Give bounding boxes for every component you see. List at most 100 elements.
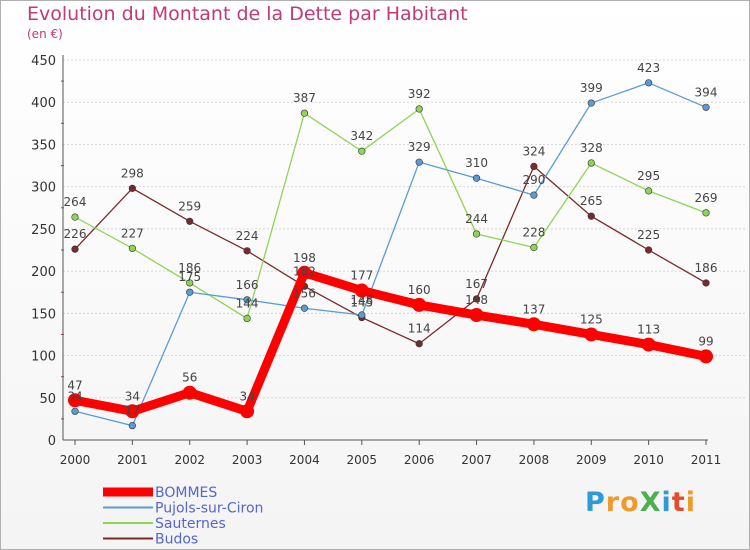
data-label: 290 xyxy=(522,173,545,187)
data-point xyxy=(68,393,82,408)
data-point xyxy=(71,407,79,415)
data-label: 228 xyxy=(522,225,545,239)
series-pujols-sur-ciron xyxy=(71,79,710,430)
data-label: 225 xyxy=(637,228,660,242)
data-label: 387 xyxy=(293,91,316,105)
data-point xyxy=(186,217,194,225)
data-point xyxy=(297,265,312,280)
data-label: 34 xyxy=(67,389,82,403)
x-tick-label: 2009 xyxy=(576,453,607,467)
data-label: 113 xyxy=(637,323,660,337)
data-point xyxy=(182,385,197,400)
x-tick-label: 2007 xyxy=(461,453,492,467)
data-point xyxy=(699,349,713,364)
data-point xyxy=(358,147,366,155)
data-point xyxy=(472,174,481,182)
x-tick-label: 2003 xyxy=(232,453,263,467)
y-tick-label: 400 xyxy=(31,96,56,111)
data-label: 259 xyxy=(178,199,201,213)
series-line xyxy=(70,268,711,416)
data-point xyxy=(125,404,140,419)
data-label: 392 xyxy=(408,87,431,101)
data-label: 144 xyxy=(236,296,259,310)
data-label: 137 xyxy=(522,302,545,316)
data-point xyxy=(530,162,538,170)
data-label: 269 xyxy=(695,191,718,205)
data-label: 329 xyxy=(408,140,431,154)
y-tick-label: 250 xyxy=(31,223,56,238)
data-label: 47 xyxy=(67,378,82,392)
data-point xyxy=(128,184,136,192)
data-label: 186 xyxy=(695,261,718,275)
logo-letter: P xyxy=(585,487,606,518)
data-point xyxy=(186,288,194,296)
proxiti-logo: ProXiti xyxy=(585,487,696,518)
data-point xyxy=(358,311,366,319)
data-point xyxy=(354,283,369,298)
data-label: 224 xyxy=(236,229,259,243)
x-tick-label: 2008 xyxy=(519,453,550,467)
data-point xyxy=(186,279,194,287)
data-point xyxy=(587,159,595,167)
data-label: 324 xyxy=(522,144,545,158)
data-label: 342 xyxy=(350,129,373,143)
data-label: 145 xyxy=(350,296,373,310)
data-point xyxy=(128,422,136,430)
data-label: 423 xyxy=(637,61,660,75)
data-label: 34 xyxy=(239,389,254,403)
data-label: 399 xyxy=(580,81,603,95)
data-point xyxy=(530,243,538,252)
y-tick-label: 200 xyxy=(31,265,56,280)
logo-letter: r xyxy=(605,487,621,518)
data-label: 177 xyxy=(350,269,373,283)
chart-subtitle: (en €) xyxy=(27,27,63,41)
logo-letter: o xyxy=(620,487,640,518)
data-label: 244 xyxy=(465,212,488,226)
data-point xyxy=(412,297,427,312)
data-point xyxy=(71,213,79,221)
data-label: 265 xyxy=(580,194,603,208)
data-label: 227 xyxy=(121,226,144,240)
data-point xyxy=(243,247,251,255)
data-point xyxy=(472,295,481,303)
data-label: 182 xyxy=(293,264,316,278)
x-tick-label: 2004 xyxy=(289,453,320,467)
y-tick-label: 50 xyxy=(39,392,56,407)
data-point xyxy=(645,79,653,87)
legend-label: Pujols-sur-Ciron xyxy=(155,501,263,517)
data-label: 17 xyxy=(125,404,140,418)
y-tick-label: 450 xyxy=(31,54,56,69)
legend-label: Budos xyxy=(155,532,198,548)
y-tick-label: 300 xyxy=(31,181,56,196)
data-point xyxy=(587,99,595,107)
data-point xyxy=(645,246,653,254)
data-point xyxy=(641,337,656,352)
legend-label: BOMMES xyxy=(155,485,217,501)
data-point xyxy=(584,327,599,342)
data-label: 310 xyxy=(465,156,488,170)
data-point xyxy=(587,212,595,220)
data-point xyxy=(472,230,481,238)
data-point xyxy=(300,109,309,117)
logo-letter: i xyxy=(661,487,672,518)
data-label: 160 xyxy=(408,283,431,297)
data-label: 148 xyxy=(465,293,488,307)
data-label: 114 xyxy=(408,322,431,336)
data-label: 295 xyxy=(637,169,660,183)
data-point xyxy=(702,279,710,287)
data-label: 186 xyxy=(178,261,201,275)
data-point xyxy=(702,209,710,217)
legend-label: Sauternes xyxy=(155,516,226,532)
y-tick-label: 0 xyxy=(48,434,56,449)
data-point xyxy=(526,317,541,332)
x-tick-label: 2002 xyxy=(174,453,205,467)
data-point xyxy=(71,245,79,253)
data-label: 175 xyxy=(178,270,201,284)
x-tick-label: 2011 xyxy=(691,453,722,467)
data-point xyxy=(415,340,423,348)
data-point xyxy=(243,296,251,304)
data-point xyxy=(240,404,255,419)
data-label: 148 xyxy=(350,293,373,307)
data-label: 394 xyxy=(695,85,718,99)
